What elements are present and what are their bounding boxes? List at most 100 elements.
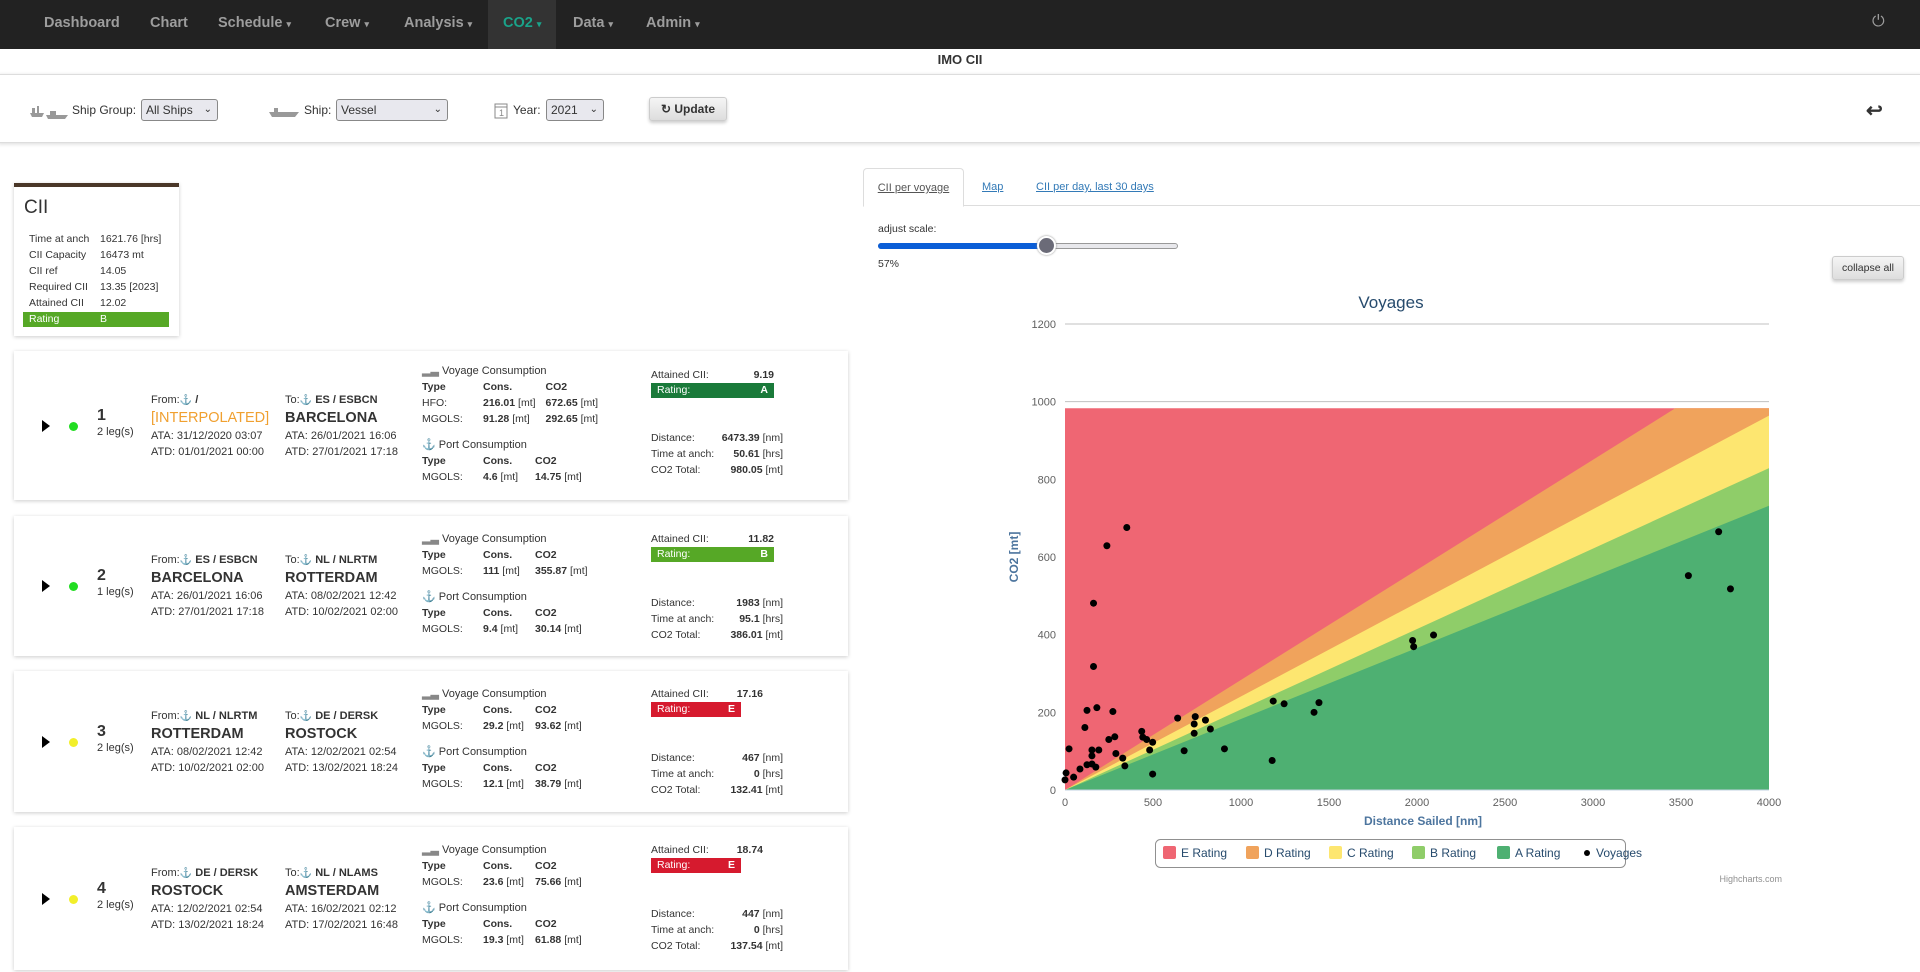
rating-label: Rating (29, 313, 60, 325)
caret-down-icon: ▾ (695, 19, 700, 29)
expand-triangle-icon[interactable] (42, 892, 50, 905)
unit: [hrs] (762, 448, 783, 460)
from-header: From:⚓ NL / NLRTM (151, 708, 281, 725)
ship-group-select[interactable]: All Ships ⌄ (141, 99, 218, 121)
attained-value: 9.19 (753, 369, 774, 381)
fuel-co2: 292.65 [mt] (546, 411, 609, 427)
col-type: Type (422, 704, 446, 716)
attained-label: Attained CII: (651, 688, 709, 700)
distance-value: 447 [nm] (742, 906, 783, 922)
consumption-col: ▂▃ Voyage Consumption Type Cons. CO2 HFO: 216… (422, 363, 647, 485)
ship-select[interactable]: Vessel ⌄ (336, 99, 448, 121)
unit: [mt] (506, 720, 524, 732)
port-header-label: Port Consumption (438, 902, 527, 914)
from-port-name: ROTTERDAM (151, 725, 244, 742)
rating-col: Attained CII: 11.82 Rating: B Distance: 1983 … (651, 531, 785, 643)
col-cons: Cons. (483, 607, 513, 619)
cii-row-value: 13.35 [2023] (100, 281, 159, 293)
voyage-point (1684, 572, 1692, 580)
voyage-point (1123, 523, 1131, 531)
voyage-point (1093, 704, 1101, 712)
nav-item-chart[interactable]: Chart (135, 0, 203, 49)
from-port-name: [INTERPOLATED] (151, 409, 270, 426)
cii-row-label: Time at anch (29, 233, 90, 245)
fuel-type: MGOLS: (422, 623, 463, 635)
voyage-point (1191, 713, 1199, 721)
y-tick-label: 600 (1038, 552, 1056, 564)
voyage-point (1268, 756, 1276, 764)
cii-row-value: 12.02 (100, 297, 127, 309)
expand-triangle-icon[interactable] (42, 580, 50, 592)
rating-label: Rating: (657, 859, 691, 871)
unit: [mt] (564, 934, 582, 946)
nav-item-dashboard[interactable]: Dashboard (29, 0, 135, 49)
rating-value: E (727, 859, 735, 871)
distance-label: Distance: (651, 752, 695, 764)
ship-value: Vessel (341, 103, 377, 117)
tab-map[interactable]: Map (982, 181, 1004, 193)
nav-item-analysis[interactable]: Analysis ▾ (389, 0, 487, 49)
scale-slider-thumb[interactable] (1036, 236, 1056, 255)
nav-label: Analysis (404, 15, 464, 31)
update-button[interactable]: ↻ Update (649, 97, 727, 121)
col-type: Type (422, 549, 446, 561)
fuel-co2-value: 93.62 (535, 720, 562, 732)
distance: Distance: 6473.39 [nm] (651, 430, 783, 446)
expand-triangle-icon[interactable] (42, 735, 50, 748)
rating-col: Attained CII: 9.19 Rating: A Distance: 6473.3… (651, 367, 785, 478)
time-at-anch: Time at anch: 95.1 [hrs] (651, 611, 783, 627)
voyage-consumption-table: Type Cons. CO2 MGOLS: 29.2 [mt] 93.62 [mt] (422, 702, 592, 734)
to-ata: ATA: 26/01/2021 16:06 (285, 429, 397, 442)
col-cons: Cons. (483, 762, 513, 774)
rating-label: Rating: (657, 703, 691, 715)
nav-item-data[interactable]: Data ▾ (558, 0, 628, 49)
fuel-co2: 672.65 [mt] (546, 395, 609, 411)
port-header-label: Port Consumption (438, 746, 527, 758)
time-at-anch-value: 0 [hrs] (754, 766, 783, 782)
voyage-point (1061, 776, 1069, 784)
legend-item: B Rating (1430, 846, 1476, 860)
attained-cii: Attained CII: 9.19 (651, 367, 774, 383)
fuel-co2: 355.87 [mt] (535, 563, 598, 579)
from-label: From: (151, 554, 180, 566)
from-anchor-icon: ⚓ (179, 710, 193, 722)
y-axis-title: CO2 [mt] (1007, 532, 1021, 583)
legend-voyages-marker (1584, 850, 1590, 856)
col-cons: Cons. (483, 704, 513, 716)
x-tick-label: 0 (1062, 797, 1068, 809)
voyage-header-label: Voyage Consumption (441, 533, 547, 545)
caret-down-icon: ▾ (286, 19, 291, 29)
fuel-co2-value: 75.66 (535, 876, 562, 888)
col-type: Type (422, 918, 446, 930)
rating-value: B (100, 313, 108, 325)
to-code: NL / NLRTM (312, 554, 378, 566)
scale-value: 57% (878, 258, 900, 270)
port-header-label: Port Consumption (438, 439, 527, 451)
x-tick-label: 2500 (1493, 797, 1517, 809)
y-tick-label: 1200 (1032, 319, 1056, 331)
tab-cii-per-voyage[interactable]: CII per voyage (863, 168, 964, 207)
to-anchor-icon: ⚓ (299, 394, 313, 406)
co2-total-label: CO2 Total: (651, 464, 701, 476)
from-anchor-icon: ⚓ (179, 394, 193, 406)
nav-item-crew[interactable]: Crew ▾ (310, 0, 384, 49)
year-select[interactable]: 2021 ⌄ (546, 99, 604, 121)
voyage-point (1088, 752, 1096, 760)
back-arrow-icon[interactable]: ↩ (1866, 100, 1883, 122)
collapse-all-button[interactable]: collapse all (1832, 256, 1904, 280)
from-port: From:⚓ DE / DERSK ROSTOCK ATA: 12/02/2021 … (151, 865, 281, 933)
nav-item-admin[interactable]: Admin ▾ (631, 0, 715, 49)
voyage-point (1180, 747, 1188, 755)
nav-item-co2[interactable]: CO2 ▾ (488, 0, 557, 49)
legend-item: Voyages (1596, 846, 1642, 860)
ship-label: Ship: (304, 103, 332, 117)
x-axis-title: Distance Sailed [nm] (1364, 814, 1482, 828)
tab-cii-per-day[interactable]: CII per day, last 30 days (1036, 181, 1154, 193)
to-header: To:⚓ NL / NLRTM (285, 552, 415, 569)
nav-item-schedule[interactable]: Schedule ▾ (203, 0, 306, 49)
from-port-name: ROSTOCK (151, 882, 224, 899)
power-icon[interactable]: ⏻ (1872, 13, 1885, 30)
unit: [nm] (762, 752, 783, 764)
fuel-cons: 23.6 [mt] (483, 874, 535, 890)
expand-triangle-icon[interactable] (42, 419, 50, 432)
